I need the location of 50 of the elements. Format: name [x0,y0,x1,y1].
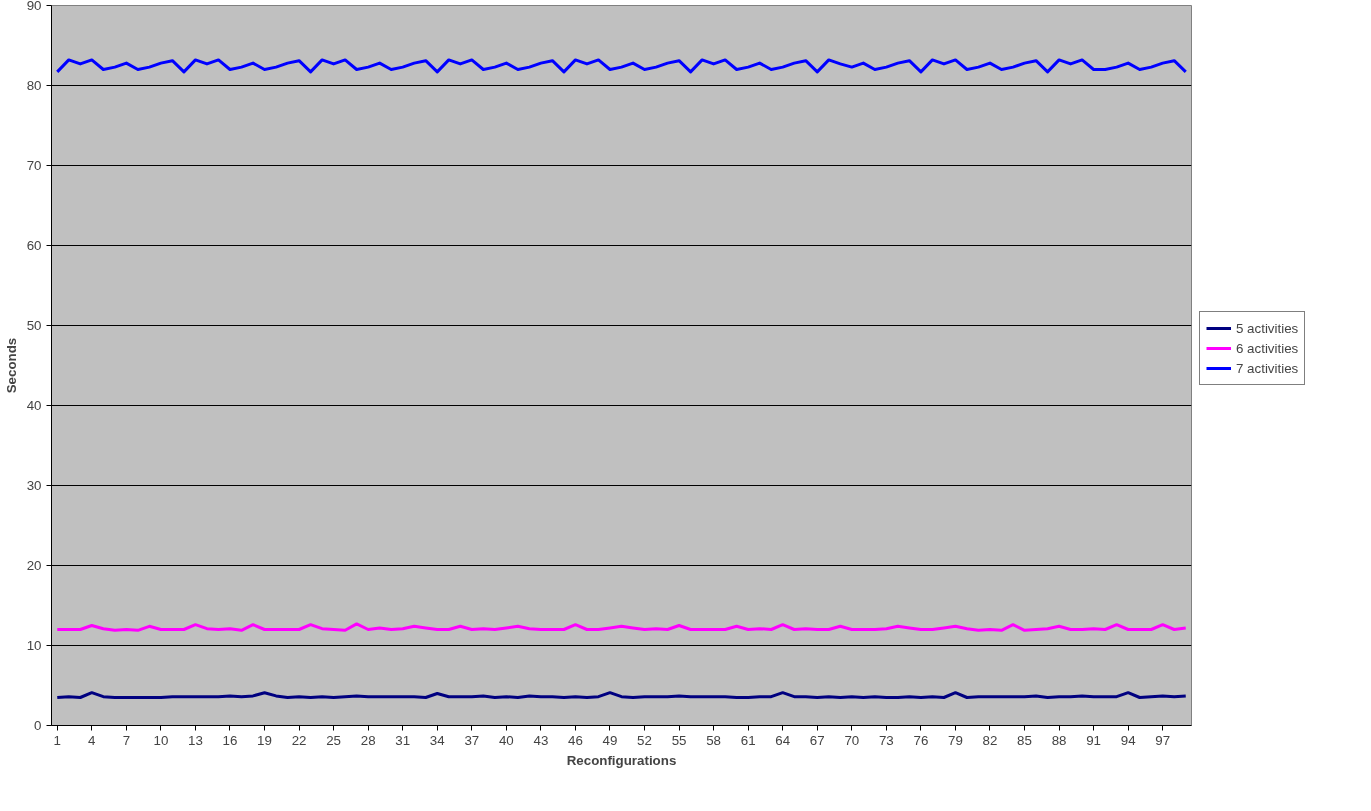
x-tick-label: 52 [637,732,652,748]
y-tick-label: 0 [34,718,42,733]
line-series [55,58,1188,74]
x-tick-label: 37 [464,732,480,748]
x-tick-label: 31 [395,732,411,748]
x-tick-label: 55 [671,732,687,748]
x-tick-label: 46 [568,732,583,748]
x-tick-label: 25 [326,732,342,748]
y-tick-label: 80 [26,78,42,93]
x-tick-label: 67 [809,732,825,748]
x-tick-label: 10 [153,732,169,748]
legend-label: 5 activities [1236,320,1299,336]
x-tick-label: 94 [1120,732,1137,748]
x-tick-label: 88 [1051,732,1067,748]
x-tick-label: 19 [257,732,272,748]
x-tick-label: 28 [360,732,376,748]
x-axis-title: Reconfigurations [566,752,677,768]
x-tick-label: 82 [982,732,998,748]
line-series [55,622,1188,632]
x-tick-label: 91 [1086,732,1102,748]
x-tick-label: 16 [222,732,238,748]
y-tick-label: 70 [26,158,42,173]
legend-label: 6 activities [1236,340,1299,356]
y-tick-label: 30 [26,478,42,493]
x-tick-label: 34 [429,732,446,748]
x-tick-label: 76 [913,732,929,748]
y-tick-label: 90 [26,0,42,13]
x-tick-label: 22 [291,732,307,748]
x-tick-label: 61 [740,732,756,748]
y-tick-label: 50 [26,318,42,333]
x-tick-label: 73 [878,732,894,748]
y-tick-label: 60 [26,238,42,253]
x-tick-label: 1 [53,732,61,748]
x-tick-label: 58 [706,732,722,748]
y-tick-label: 10 [26,638,42,653]
x-tick-label: 79 [948,732,963,748]
x-tick-label: 49 [602,732,618,748]
x-tick-label: 7 [122,732,131,748]
y-axis-title: Seconds [3,337,19,394]
legend-label: 7 activities [1236,360,1299,376]
x-tick-label: 97 [1155,732,1171,748]
x-tick-label: 64 [775,732,791,748]
x-tick-label: 85 [1017,732,1032,748]
x-tick-label: 13 [188,732,203,748]
x-tick-label: 4 [88,732,97,748]
x-tick-label: 43 [533,732,549,748]
y-tick-label: 20 [26,558,42,573]
y-tick-label: 40 [26,398,42,413]
x-tick-label: 40 [498,732,514,748]
x-tick-label: 70 [844,732,860,748]
